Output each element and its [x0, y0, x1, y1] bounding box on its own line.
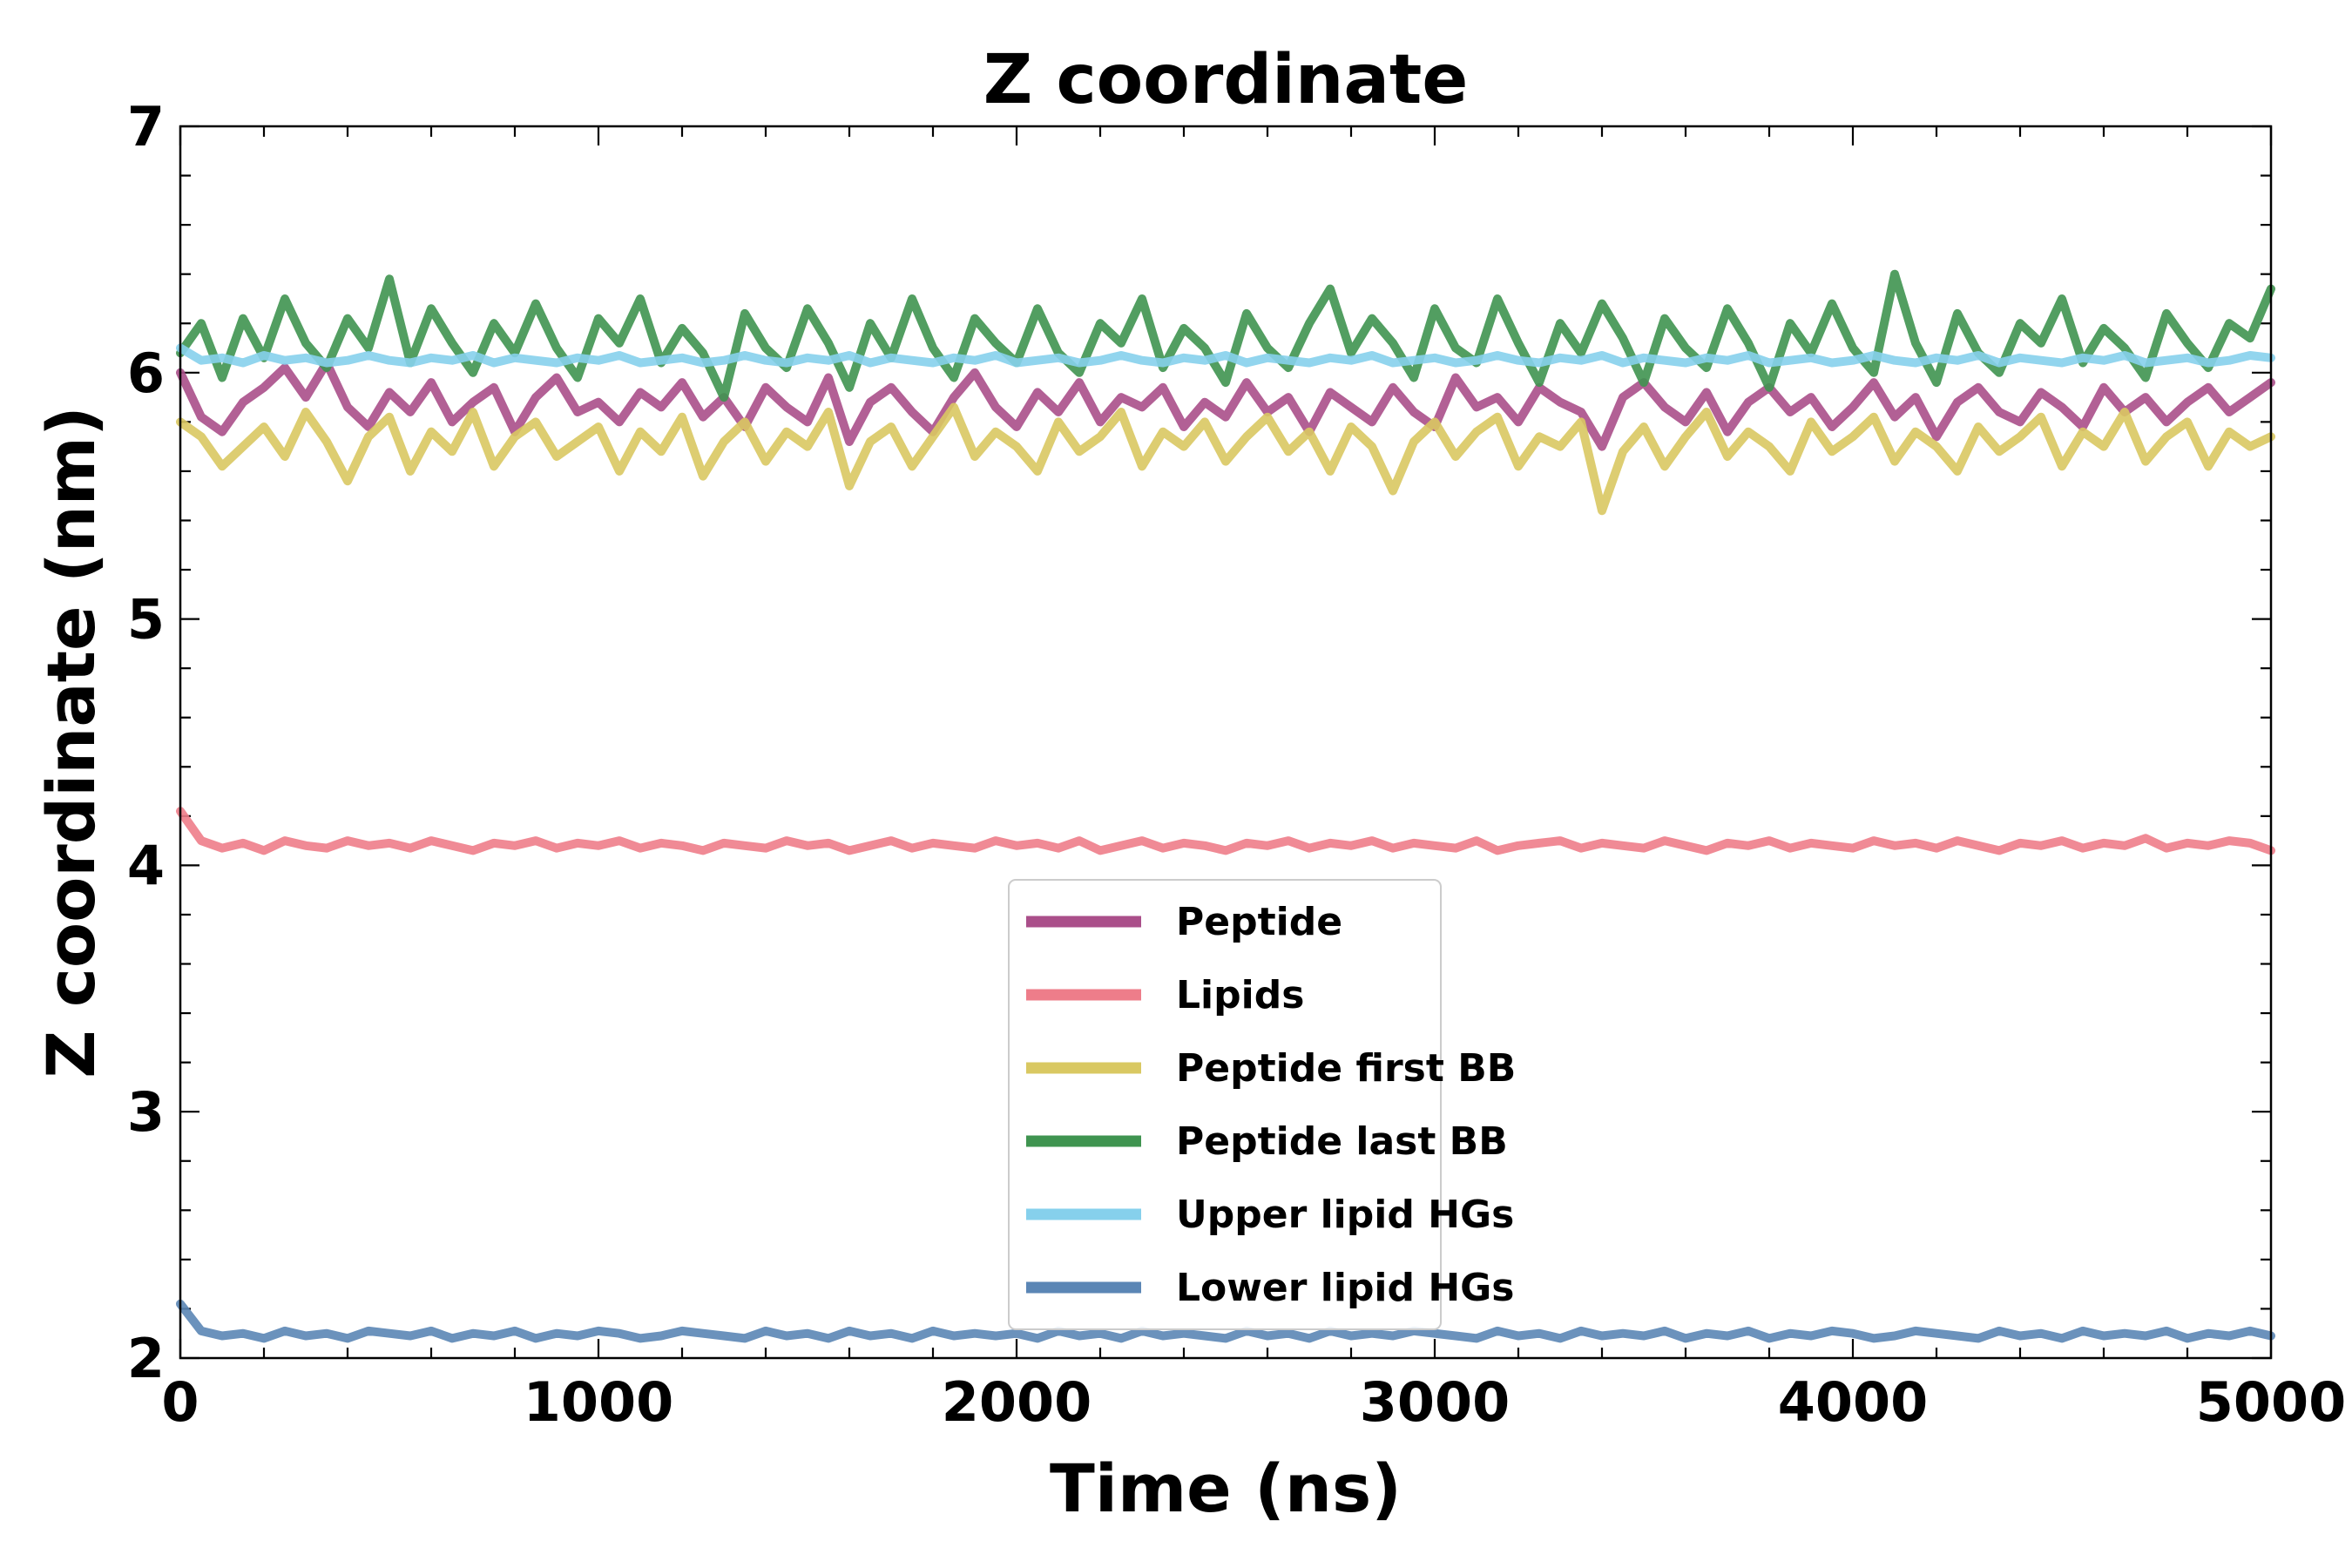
x-tick-label: 3000	[1360, 1370, 1511, 1434]
chart-title: Z coordinate	[983, 41, 1469, 119]
legend-box	[1008, 879, 1442, 1330]
x-tick-label: 5000	[2196, 1370, 2347, 1434]
y-tick-label: 6	[127, 341, 165, 405]
y-tick-label: 5	[127, 588, 165, 652]
legend-label-peptide-last-bb: Peptide last BB	[1176, 1119, 1508, 1164]
series-line-peptide-last-bb	[176, 269, 2275, 402]
legend-label-peptide-first-bb: Peptide first BB	[1176, 1046, 1516, 1091]
y-axis-label: Z coordinate (nm)	[32, 406, 110, 1078]
series-line-lipids	[176, 807, 2275, 855]
plot-area-frame	[179, 125, 2273, 1360]
legend: Peptide Lipids Peptide first BB Peptide las…	[1008, 879, 1516, 1330]
x-axis-label: Time (ns)	[1050, 1450, 1402, 1527]
legend-label-lower-lipid-hgs: Lower lipid HGs	[1176, 1266, 1514, 1310]
series-line-lower-lipid-hgs	[176, 1299, 2275, 1343]
y-tick-label: 7	[127, 95, 165, 159]
x-tick-label: 4000	[1778, 1370, 1929, 1434]
series-lines	[176, 269, 2275, 1343]
y-tick-label: 3	[127, 1080, 165, 1144]
y-tick-label: 2	[127, 1327, 165, 1390]
x-tick-label: 1000	[524, 1370, 674, 1434]
series-line-upper-lipid-hgs	[176, 343, 2275, 368]
legend-label-lipids: Lipids	[1176, 973, 1304, 1017]
x-tick-label: 2000	[942, 1370, 1092, 1434]
legend-label-peptide: Peptide	[1176, 900, 1342, 944]
x-tick-label: 0	[161, 1370, 199, 1434]
legend-label-upper-lipid-hgs: Upper lipid HGs	[1176, 1193, 1514, 1237]
series-line-peptide-first-bb	[176, 402, 2275, 516]
series-line-peptide	[176, 358, 2275, 451]
axis-tick-labels: 0 1000 2000 3000 4000 5000 2 3 4 5 6 7	[127, 95, 2346, 1434]
y-tick-label: 4	[127, 834, 165, 897]
